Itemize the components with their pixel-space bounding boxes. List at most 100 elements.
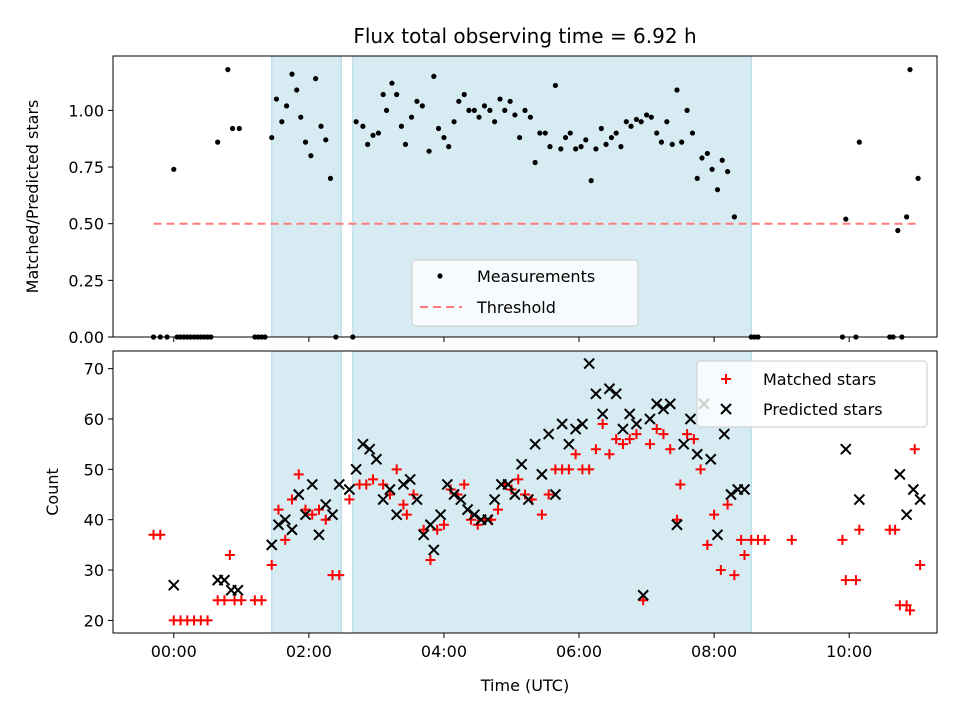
matched-point — [445, 484, 456, 495]
matched-point — [675, 479, 686, 490]
matched-point — [236, 595, 247, 606]
matched-point — [850, 575, 861, 586]
measurement-point — [578, 144, 584, 150]
predicted-point — [630, 418, 643, 430]
y-tick-label: 0.00 — [68, 328, 104, 347]
predicted-point — [684, 413, 697, 425]
measurement-point — [654, 130, 660, 136]
predicted-point — [441, 478, 454, 491]
measurement-point — [904, 214, 910, 220]
matched-point — [520, 489, 530, 500]
measurement-point — [298, 114, 304, 120]
predicted-point — [370, 453, 383, 465]
predicted-point — [664, 398, 676, 410]
measurement-point — [398, 123, 404, 129]
matched-point — [729, 570, 740, 581]
predicted-point — [218, 574, 231, 586]
predicted-point — [529, 438, 541, 450]
measurement-point — [552, 82, 558, 89]
matched-point — [536, 509, 547, 520]
measurement-point — [481, 103, 488, 109]
matched-point — [368, 474, 379, 485]
matched-point — [361, 479, 372, 490]
predicted-point — [549, 488, 562, 501]
matched-point — [909, 444, 920, 455]
measurement-point — [451, 119, 457, 125]
predicted-point — [448, 488, 460, 501]
legend-predicted-label: Predicted stars — [763, 400, 883, 419]
predicted-point — [384, 483, 396, 496]
measurement-point — [709, 166, 715, 172]
measurement-point — [547, 144, 553, 150]
x-tick-label: 02:00 — [286, 642, 332, 661]
predicted-point — [468, 508, 481, 521]
matched-point — [320, 514, 331, 525]
measurement-point — [843, 216, 849, 222]
matched-point — [715, 565, 726, 576]
predicted-point — [434, 508, 447, 521]
measurement-point — [628, 123, 634, 129]
measurement-point — [273, 96, 280, 102]
measurement-point — [492, 119, 498, 125]
predicted-point — [428, 544, 440, 556]
predicted-point — [424, 519, 437, 531]
measurement-point — [618, 144, 624, 150]
predicted-point — [705, 453, 717, 465]
predicted-point — [894, 468, 906, 481]
matched-point — [901, 600, 912, 611]
predicted-point — [853, 493, 866, 506]
measurement-point — [856, 139, 862, 145]
legend-measurements-label: Measurements — [477, 267, 595, 286]
measurement-point — [679, 139, 685, 145]
y-axis-label: Matched/Predicted stars — [23, 100, 42, 294]
matched-point — [202, 615, 213, 626]
predicted-point — [657, 403, 670, 415]
legend-box — [696, 360, 928, 428]
matched-point — [384, 489, 395, 500]
matched-point — [682, 429, 693, 440]
matched-point — [854, 524, 865, 535]
matched-point — [904, 605, 915, 616]
measurement-point — [456, 98, 462, 104]
matched-point — [722, 499, 733, 510]
measurement-point — [408, 114, 415, 120]
matched-point — [671, 514, 682, 525]
measurement-point — [302, 139, 309, 145]
measurement-point — [236, 125, 242, 132]
legend: Measurements Threshold — [411, 259, 639, 327]
matched-point — [695, 464, 706, 475]
measurement-point — [532, 159, 538, 166]
measurement-point — [375, 130, 382, 136]
matched-point — [513, 474, 524, 485]
measurement-point — [658, 139, 665, 145]
measurement-point — [279, 119, 285, 125]
predicted-point — [900, 508, 913, 521]
matched-point — [465, 514, 476, 525]
measurement-point — [516, 134, 523, 141]
matched-point — [837, 534, 848, 545]
matched-point — [224, 549, 235, 560]
measurement-point — [402, 141, 409, 147]
matched-point — [408, 489, 419, 500]
x-tick-label: 04:00 — [421, 642, 467, 661]
measurement-point — [643, 112, 650, 118]
predicted-point — [678, 438, 690, 450]
measurement-point — [714, 187, 721, 193]
predicted-point — [286, 524, 298, 536]
predicted-point — [623, 408, 636, 420]
matched-point — [307, 509, 318, 520]
measurement-point — [725, 168, 731, 175]
measurement-point — [383, 107, 390, 113]
measurement-point — [487, 107, 493, 113]
matched-point — [280, 534, 291, 545]
measurement-point — [389, 80, 395, 86]
matched-point — [472, 519, 483, 530]
measurement-point — [419, 103, 425, 109]
predicted-point — [279, 513, 291, 526]
matched-point — [293, 469, 304, 480]
measurement-point — [308, 153, 314, 159]
measurement-point — [558, 146, 564, 152]
measurement-point — [283, 103, 290, 109]
predicted-point — [397, 478, 410, 491]
